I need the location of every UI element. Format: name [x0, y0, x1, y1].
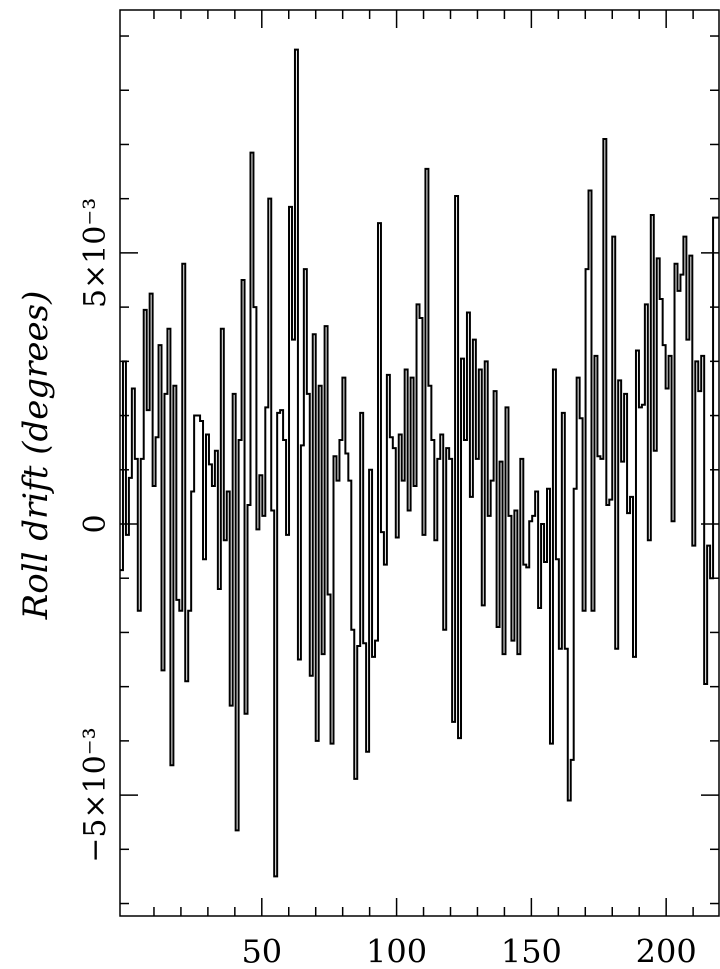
x-tick-label: 100: [366, 933, 427, 969]
x-tick-label: 150: [501, 933, 562, 969]
plot-frame: [119, 9, 720, 917]
y-tick-label: −5×10⁻³: [78, 727, 113, 862]
y-tick-label: 5×10⁻³: [78, 198, 113, 308]
x-tick-label: 200: [636, 933, 697, 969]
y-tick-label: 0: [78, 514, 113, 533]
x-tick-label: 50: [241, 933, 282, 969]
y-axis-label: Roll drift (degrees): [16, 291, 56, 621]
step-line: [120, 48, 719, 878]
